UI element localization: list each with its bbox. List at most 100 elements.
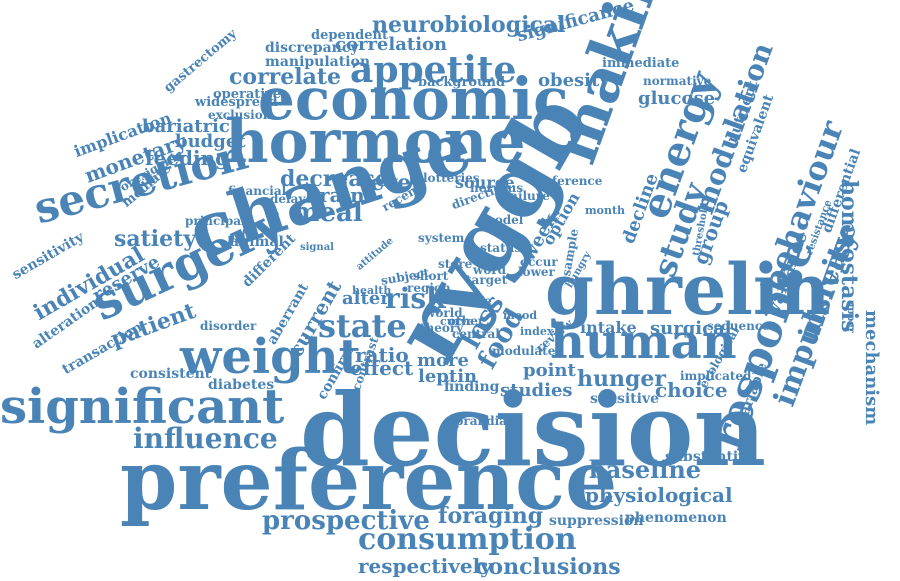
cloud-word: prandial (455, 414, 512, 428)
cloud-word: index (520, 325, 554, 338)
cloud-word: model (482, 213, 524, 227)
cloud-word: ghrelin (545, 248, 831, 331)
cloud-word: implicated (680, 369, 752, 383)
cloud-word: world (425, 306, 463, 320)
cloud-word: sequence (707, 319, 770, 333)
cloud-word: central (452, 327, 500, 341)
cloud-word: conclusions (475, 554, 621, 580)
cloud-word: phenomenon (625, 510, 727, 526)
cloud-word: substantive (665, 449, 756, 465)
cloud-word: month (585, 204, 626, 217)
cloud-word: intake (580, 318, 637, 337)
cloud-word: consumption (358, 522, 577, 557)
cloud-word: modulate (492, 344, 556, 358)
cloud-word: prospective (262, 506, 430, 536)
cloud-word: active (452, 294, 492, 308)
cloud-word: operative (213, 87, 282, 102)
cloud-word: animal (230, 234, 284, 250)
cloud-word: alter (342, 288, 390, 309)
cloud-word: hunger (577, 366, 666, 392)
cloud-word: appetite (350, 49, 517, 91)
cloud-word: store (438, 257, 473, 271)
cloud-word: effect (350, 356, 414, 380)
cloud-word: baseline (589, 455, 702, 484)
cloud-word: respectively (358, 554, 492, 578)
cloud-word: failure (505, 189, 550, 203)
cloud-word: obesity (538, 70, 610, 91)
cloud-word: word (473, 263, 507, 277)
cloud-word: curve (440, 315, 474, 328)
cloud-word: feeding (145, 146, 230, 170)
cloud-word: lower (518, 265, 555, 279)
cloud-word: risk (385, 282, 446, 315)
cloud-word: delayed (270, 192, 322, 206)
cloud-word: region (407, 281, 451, 295)
cloud-word: economic (258, 65, 569, 133)
cloud-word: correlate (229, 64, 342, 90)
cloud-word: diabetes (208, 377, 275, 393)
cloud-word: influence (133, 422, 278, 455)
cloud-word: gastrectomy (161, 26, 240, 96)
cloud-word: more (417, 350, 469, 371)
cloud-word: manipulation (265, 54, 371, 70)
cloud-word: correlation (335, 34, 448, 55)
cloud-word: occur (520, 255, 558, 269)
cloud-word: short (413, 269, 449, 283)
cloud-word: consistent (130, 366, 212, 382)
cloud-word: system (418, 231, 465, 245)
cloud-word: suppression (549, 513, 644, 529)
cloud-word: studies (500, 380, 573, 401)
cloud-word: disorder (200, 319, 257, 333)
cloud-word: status (480, 241, 522, 255)
cloud-word: neurobiological (372, 12, 566, 38)
cloud-word: human (550, 314, 737, 370)
cloud-word: foraging (438, 503, 544, 529)
cloud-word: health (352, 284, 392, 297)
cloud-word: finding (444, 379, 500, 395)
cloud-word: bariatric (142, 116, 230, 137)
cloud-word: lotteries (423, 171, 480, 185)
cloud-word: mood (503, 309, 538, 322)
cloud-word: weight (180, 329, 361, 385)
cloud-word: signal (300, 242, 334, 253)
cloud-word: upper (845, 300, 856, 333)
cloud-word: attitude (354, 235, 396, 273)
cloud-word: satiety (114, 226, 197, 252)
cloud-word: decrease (280, 166, 390, 192)
cloud-word: glucose (638, 88, 716, 109)
cloud-word: theory (420, 321, 464, 335)
cloud-word: sensitive (590, 391, 659, 407)
cloud-word: target (466, 273, 508, 287)
cloud-word: mechanism (861, 310, 882, 426)
cloud-word: principal (185, 214, 246, 228)
cloud-word: hormone (225, 107, 526, 177)
cloud-word: reference (538, 174, 603, 188)
cloud-word: background (418, 75, 506, 90)
cloud-word: immediate (602, 56, 680, 71)
cloud-word: level (362, 170, 420, 196)
cloud-word: state (318, 307, 407, 345)
cloud-word: discrepancy (265, 40, 359, 56)
cloud-word: budget (175, 131, 246, 152)
cloud-word: widespread (195, 95, 278, 110)
cloud-word: significant (0, 379, 285, 435)
cloud-word: ratio (355, 343, 409, 367)
cloud-word: other (448, 314, 485, 328)
cloud-word: leptin (418, 366, 478, 387)
cloud-word: dependent (311, 28, 388, 43)
cloud-word: surgical (650, 318, 732, 339)
cloud-word: physiological (585, 483, 733, 507)
cloud-word: normative (643, 74, 712, 88)
cloud-word: nervous (470, 181, 524, 195)
cloud-word: meal (292, 198, 363, 228)
cloud-word: choice (655, 378, 728, 402)
cloud-word: preference (120, 433, 618, 529)
cloud-word: source (455, 173, 515, 192)
cloud-word: point (523, 360, 576, 381)
cloud-word: sensitivity (9, 229, 87, 283)
cloud-word: decision (300, 371, 767, 489)
cloud-word: brain (305, 183, 365, 207)
cloud-word: exclusion (208, 108, 272, 122)
cloud-word: financial (228, 184, 287, 198)
